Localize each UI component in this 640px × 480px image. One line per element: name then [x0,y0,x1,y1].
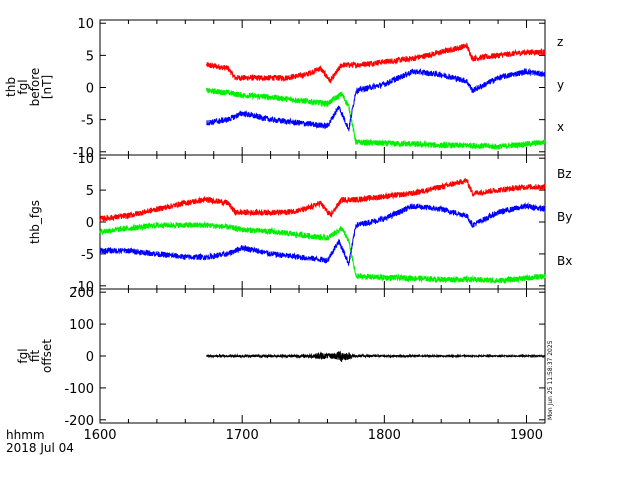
legend-bx: Bx [557,254,572,268]
y-axis-label-line-2: fit [28,350,42,363]
x-tick-label: 1700 [226,428,259,443]
y-tick-label: 0 [86,216,94,231]
y-tick-label: 10 [77,152,94,167]
series-line-bx [99,201,546,266]
y-axis-label-line-4: [nT] [40,75,54,99]
y-tick-label: 5 [86,184,94,199]
y-tick-label: 100 [69,318,94,333]
y-tick-label: -200 [64,414,94,429]
y-tick-label: -5 [81,248,94,263]
legend-bz: Bz [557,167,572,181]
series-line-y [206,87,546,151]
y-tick-label: 10 [77,17,94,32]
series-line-z [206,42,546,84]
series-line-fit-offset [206,350,546,362]
panel-fgs: 10 5 0 -5 -10 thb_fgs Bz By Bx [28,152,572,295]
panel-fgl-before: 10 5 0 -5 -10 thb fgl before [nT] z y x [4,17,564,161]
y-tick-label: 5 [86,49,94,64]
y-axis-label-line-1: fgl [16,348,30,363]
y-tick-label: -10 [73,280,94,295]
x-axis-tick-labels: 1600 1700 1800 1900 [83,428,543,443]
x-axis-label-date: 2018 Jul 04 [6,441,74,455]
legend-y: y [557,78,564,92]
x-tick-label: 1900 [510,428,543,443]
y-tick-label: 200 [69,286,94,301]
y-tick-label: 0 [86,350,94,365]
y-axis-label-line-3: offset [40,339,54,373]
y-axis-label-line-3: before [28,68,42,107]
series-line-by [99,220,546,285]
x-tick-label: 1800 [368,428,401,443]
series-line-bz [99,177,546,222]
y-tick-label: 0 [86,82,94,97]
series-line-x [206,67,546,132]
legend-by: By [557,210,572,224]
y-axis-label: thb_fgs [28,200,42,244]
y-tick-label: -5 [81,114,94,129]
y-axis-label-line-2: fgl [16,79,30,94]
legend-z: z [557,35,563,49]
legend-x: x [557,120,564,134]
x-tick-label: 1600 [83,428,116,443]
x-axis-label-hhmm: hhmm [6,428,45,442]
y-axis-label-line-1: thb [4,77,18,97]
y-tick-label: -10 [73,146,94,161]
panel-fit-offset: 200 100 0 -100 -200 fgl fit offset Mon Jun 2… [16,286,554,429]
y-tick-label: -100 [64,382,94,397]
timestamp-stamp: Mon Jun 25 11:58:37 2025 [547,340,554,420]
